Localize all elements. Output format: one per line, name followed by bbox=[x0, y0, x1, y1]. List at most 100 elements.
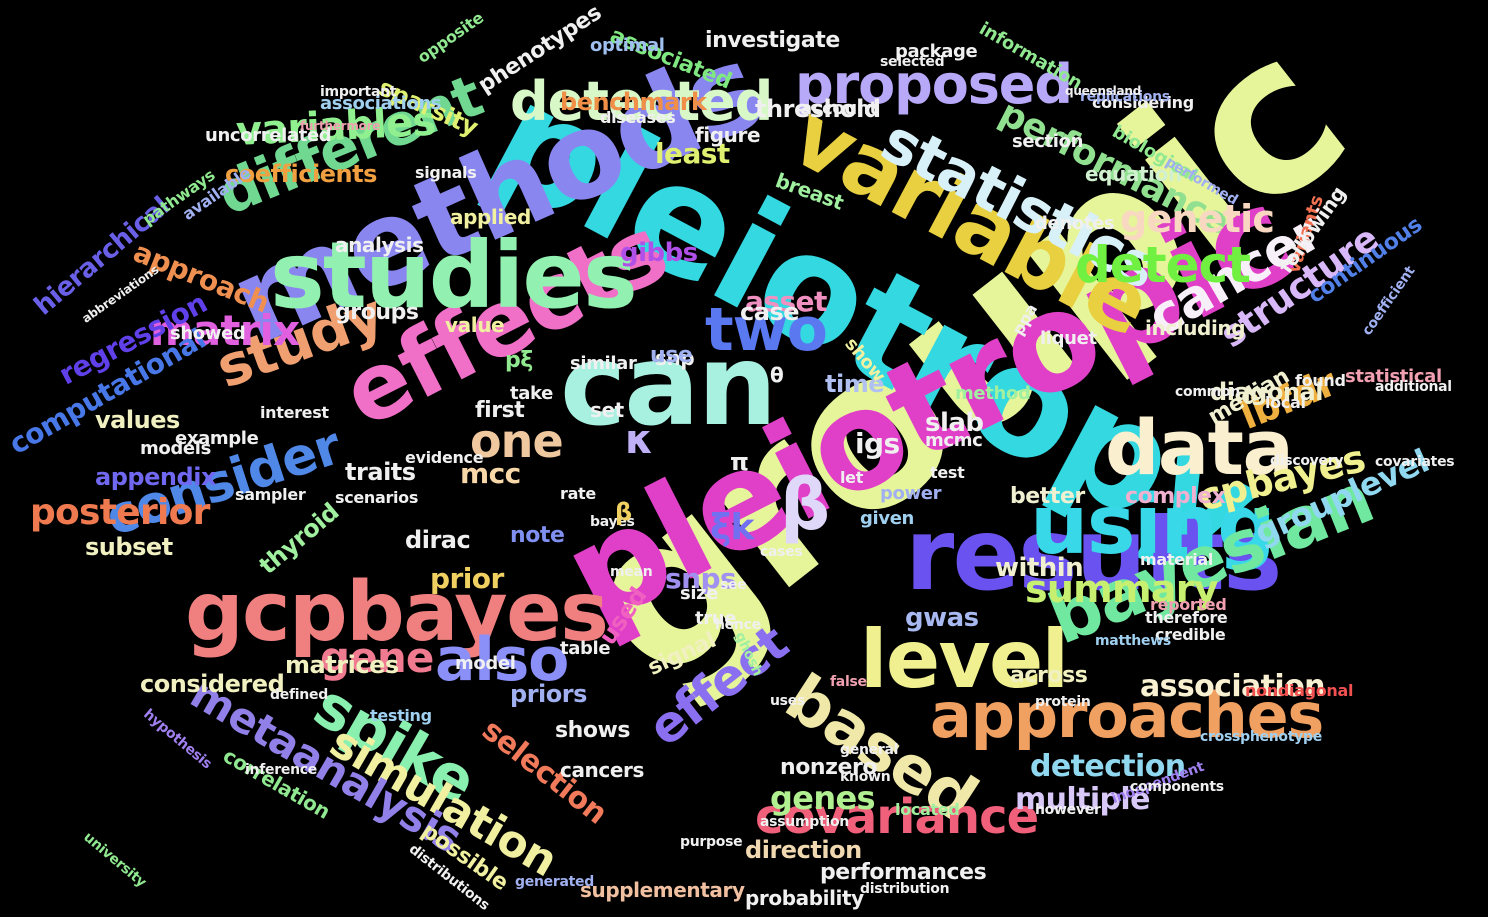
word: prior bbox=[430, 562, 504, 595]
word: matrices bbox=[285, 651, 399, 679]
word: complex bbox=[1125, 484, 1226, 509]
word: covariance bbox=[755, 789, 1039, 845]
word: let bbox=[840, 468, 864, 487]
word: protein bbox=[1035, 694, 1091, 710]
word: multiple bbox=[1015, 782, 1150, 817]
word: value bbox=[445, 313, 505, 337]
word: queensland bbox=[1065, 84, 1142, 98]
word: hence bbox=[715, 617, 761, 633]
word: ξk bbox=[710, 507, 754, 548]
word: matthews bbox=[1095, 633, 1171, 649]
word: approaches bbox=[930, 679, 1324, 752]
word: size bbox=[680, 583, 719, 604]
word: local bbox=[1265, 393, 1306, 412]
word: two bbox=[705, 295, 828, 365]
word: summary bbox=[1025, 567, 1218, 611]
word: found bbox=[1295, 371, 1346, 390]
word: cancers bbox=[560, 758, 644, 782]
word: genes bbox=[770, 779, 876, 817]
word: located bbox=[895, 800, 960, 819]
word: sampler bbox=[235, 485, 306, 504]
word: evidence bbox=[405, 448, 484, 467]
word: gwas bbox=[905, 603, 979, 633]
word: considered bbox=[140, 670, 285, 698]
word: given bbox=[860, 508, 915, 529]
word: generated bbox=[515, 874, 595, 890]
word: associations bbox=[320, 93, 442, 114]
word: interest bbox=[260, 403, 329, 422]
word: level bbox=[860, 613, 1069, 706]
word: distribution bbox=[860, 881, 950, 897]
word: model bbox=[455, 653, 516, 674]
word: subset bbox=[85, 533, 173, 561]
word: known bbox=[840, 769, 891, 785]
word: values bbox=[95, 406, 180, 434]
word: π bbox=[730, 448, 749, 476]
word: considering bbox=[1092, 93, 1194, 112]
word: assumption bbox=[760, 814, 849, 830]
word: performances bbox=[820, 860, 987, 885]
word: igs bbox=[855, 427, 900, 460]
word: material bbox=[1140, 550, 1214, 569]
word: benchmark bbox=[560, 88, 707, 116]
word: applied bbox=[450, 205, 531, 229]
word: defined bbox=[270, 687, 328, 703]
word: covariates bbox=[1375, 454, 1455, 470]
word: posterior bbox=[30, 492, 210, 533]
word: rate bbox=[560, 484, 596, 503]
word: note bbox=[510, 523, 565, 548]
word: credible bbox=[1155, 625, 1226, 644]
word: priors bbox=[510, 680, 587, 708]
word: supplementary bbox=[580, 878, 745, 902]
word: appendix bbox=[95, 463, 216, 491]
word: reported bbox=[1150, 595, 1227, 614]
word: coefficients bbox=[225, 160, 377, 188]
word: testing bbox=[370, 706, 432, 725]
word: mean bbox=[610, 564, 653, 580]
word: studies bbox=[270, 222, 638, 329]
word: traits bbox=[345, 458, 416, 486]
word: example bbox=[175, 428, 259, 449]
word: therefore bbox=[1145, 608, 1228, 627]
word: investigate bbox=[705, 28, 840, 53]
word: nondiagonal bbox=[1245, 681, 1354, 700]
word: association bbox=[1140, 669, 1325, 704]
word: β bbox=[615, 498, 632, 526]
word: gibbs bbox=[620, 238, 698, 268]
word: method bbox=[955, 383, 1031, 404]
word: time bbox=[825, 370, 885, 398]
word: test bbox=[930, 463, 965, 482]
word: case bbox=[740, 298, 800, 326]
word: detected bbox=[510, 70, 773, 133]
word: uses bbox=[770, 693, 806, 709]
word: first bbox=[475, 398, 525, 423]
word: scenarios bbox=[335, 488, 419, 507]
word: opposite bbox=[413, 7, 487, 67]
word: cases bbox=[760, 544, 803, 560]
word: components bbox=[1130, 779, 1224, 795]
word: detection bbox=[1030, 749, 1186, 784]
word: account bbox=[800, 98, 878, 119]
word: direction bbox=[745, 836, 862, 864]
word: least bbox=[655, 137, 730, 170]
word: use bbox=[650, 343, 693, 368]
word: pξ bbox=[505, 348, 533, 373]
word: dirac bbox=[405, 526, 471, 554]
word: take bbox=[510, 383, 554, 404]
word: nonzero bbox=[780, 755, 878, 780]
word: proposed bbox=[795, 53, 1073, 116]
word: true bbox=[695, 608, 737, 629]
word: analysis bbox=[335, 233, 424, 257]
word: detect bbox=[1075, 236, 1251, 294]
word: diseases bbox=[600, 108, 676, 127]
word: furthermore bbox=[300, 119, 381, 133]
word: common bbox=[1175, 384, 1240, 400]
word: mcmc bbox=[925, 430, 983, 451]
word: inference bbox=[245, 762, 317, 778]
word: θ bbox=[770, 363, 784, 387]
word: using bbox=[1030, 478, 1276, 573]
word: including bbox=[1145, 316, 1246, 340]
word: uncorrelated bbox=[205, 125, 332, 146]
word: additional bbox=[1375, 379, 1452, 395]
word: crossphenotype bbox=[1200, 729, 1322, 745]
